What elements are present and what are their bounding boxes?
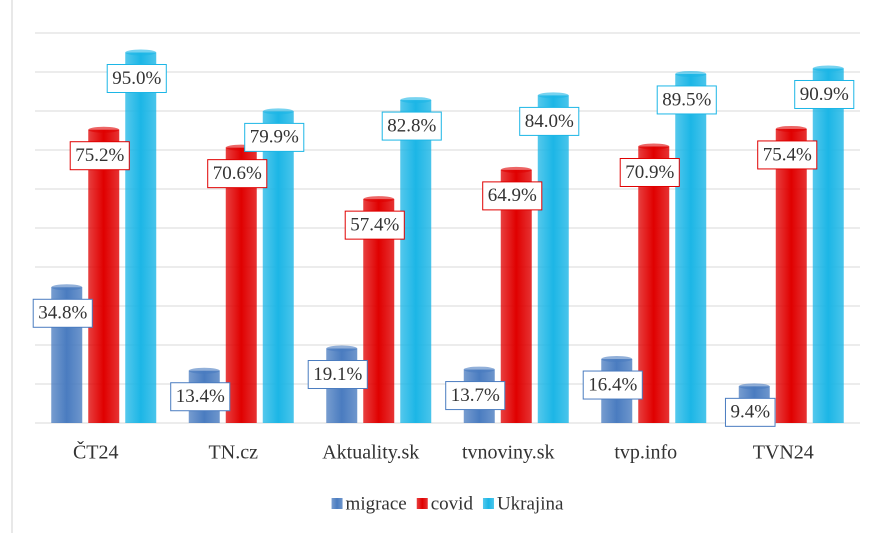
data-label: 70.9% [619,157,680,187]
legend-swatch [482,498,494,509]
data-label-text: 34.8% [38,303,87,324]
data-label-text: 64.9% [488,185,537,206]
bar [400,100,432,423]
data-label-box [69,141,130,171]
data-label-text: 16.4% [588,374,637,395]
bar-cap [738,383,770,390]
data-label-text: 84.0% [525,111,574,132]
data-label-text: 75.2% [75,145,124,166]
bar [225,147,257,423]
data-label-box [207,159,268,189]
data-label-text: 90.9% [800,84,849,105]
data-label: 84.0% [519,106,580,136]
bar [88,129,120,423]
data-label: 75.4% [757,140,818,170]
data-label: 34.8% [32,298,93,328]
legend-item: Ukrajina [482,493,564,514]
data-label: 16.4% [582,370,643,400]
data-label-box [794,79,855,109]
data-label-text: 89.5% [662,89,711,110]
bar [775,128,807,423]
data-label-box [32,298,93,328]
data-label: 57.4% [344,210,405,240]
bar-cap [326,345,358,352]
data-label-text: 13.4% [176,386,225,407]
data-label-box [445,381,506,411]
chart-border [11,0,13,533]
data-label-box [724,397,776,427]
legend-label: covid [431,493,474,514]
bar [675,73,707,423]
data-label: 75.2% [69,141,130,171]
legend-swatch [331,498,343,509]
x-tick-label: TN.cz [209,442,259,464]
data-label-box [106,64,167,93]
data-label-box [344,210,405,240]
bar-cap [675,70,707,77]
bar-cap [363,196,395,203]
data-label: 95.0% [106,64,167,93]
data-label: 19.1% [307,360,368,390]
x-tick-label: TVN24 [753,442,814,464]
data-label-box [244,122,305,152]
legend-item: migrace [331,493,407,514]
bar-cap [775,125,807,132]
bar-cap [400,97,432,104]
data-label-text: 57.4% [350,214,399,235]
bar-cap [188,367,220,374]
data-label-box [307,360,368,390]
data-label-text: 19.1% [313,364,362,385]
data-label-box [519,106,580,136]
bar-cap [463,366,495,373]
data-label-text: 79.9% [250,127,299,148]
data-label-box [582,370,643,400]
bar-cap [51,284,83,291]
data-label: 13.7% [445,381,506,411]
x-tick-label: tvnoviny.sk [462,442,555,464]
data-label: 82.8% [381,111,442,141]
data-label-text: 82.8% [387,115,436,136]
bar [500,169,532,423]
bar-cap [638,143,670,150]
bar-cap [537,92,569,99]
x-tick-label: Aktuality.sk [322,442,419,464]
data-label-box [381,111,442,141]
data-label-box [757,140,818,170]
data-label: 90.9% [794,79,855,109]
bar [812,68,844,424]
data-label: 89.5% [656,85,717,115]
bar-cap [812,65,844,72]
data-label-box [170,382,231,412]
data-label-text: 75.4% [763,144,812,165]
data-label-text: 9.4% [730,402,770,423]
bar [537,95,569,424]
x-tick-label: ČT24 [73,440,119,464]
data-label-box [656,85,717,115]
data-label: 13.4% [170,382,231,412]
bar-cap [601,356,633,363]
data-label-text: 95.0% [112,68,161,89]
data-label: 70.6% [207,159,268,189]
bar-cap [262,108,294,115]
data-label-text: 70.9% [625,162,674,183]
data-label-text: 13.7% [451,385,500,406]
bar [262,111,294,423]
data-label: 79.9% [244,122,305,152]
data-label: 9.4% [724,397,776,427]
data-label: 64.9% [482,181,543,211]
x-tick-label: tvp.info [614,442,677,464]
bar [125,52,157,423]
data-label-box [619,157,680,187]
legend-item: covid [416,493,474,514]
data-label-text: 70.6% [213,163,262,184]
legend-label: Ukrajina [497,493,564,514]
bar-cap [125,49,157,56]
bar-cap [500,166,532,173]
data-label-box [482,181,543,211]
bar-cap [88,126,120,133]
legend-swatch [416,498,428,509]
bar [638,146,670,424]
legend-label: migrace [346,493,407,514]
